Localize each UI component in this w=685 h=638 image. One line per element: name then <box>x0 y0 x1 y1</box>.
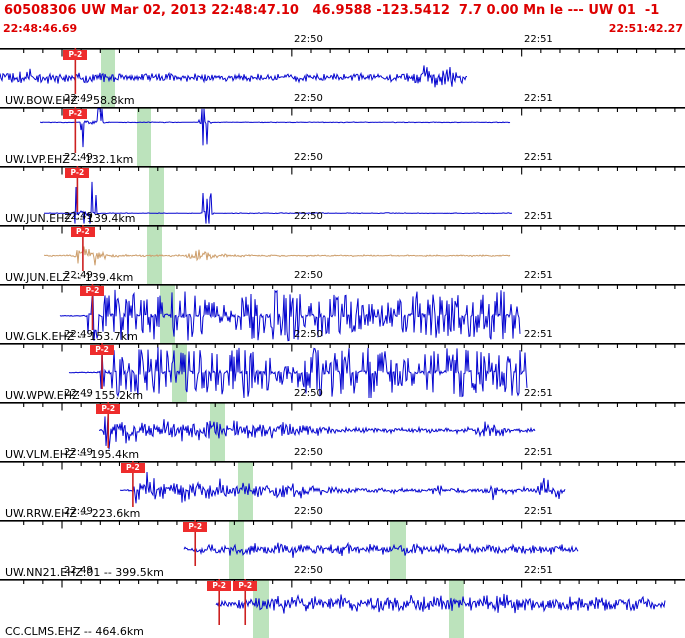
station-label: CC.CLMS.EHZ -- 464.6km <box>5 625 144 638</box>
phase-pick-flag[interactable]: P-2 <box>233 580 258 591</box>
window-start-time: 22:48:46.69 <box>3 22 78 35</box>
phase-pick-flag[interactable]: P-2 <box>65 167 90 178</box>
trace-row[interactable]: P-2 22:49 22:50 22:51 UW.GLK.EHZ -- 153.7k… <box>0 270 685 343</box>
station-label: UW.GLK.EHZ -- 153.7km <box>5 330 138 343</box>
trace-row[interactable]: P-2 22:49 22:50 22:51 UW.WPW.EHZ -- 155.2k… <box>0 329 685 402</box>
window-end-time: 22:51:42.27 <box>608 22 683 35</box>
phase-pick-flag[interactable]: P-2 <box>80 285 105 296</box>
phase-pick-flag[interactable]: P-2 <box>63 108 88 119</box>
trace-row[interactable]: P-2 22:49 22:50 22:51 UW.NN21.EHZ.01 -- 39… <box>0 506 685 579</box>
waveform[interactable] <box>0 402 685 461</box>
time-tick-label: 22:51 <box>523 565 553 576</box>
trace-list: P-2 22:50 22:51 UW.BOW.EHZ -- 58.8km P-2 … <box>0 34 685 638</box>
time-tick-label: 22:49 <box>63 329 93 340</box>
waveform[interactable] <box>0 107 685 166</box>
time-tick-label: 22:51 <box>523 270 553 281</box>
trace-row[interactable]: P-2 P-2 22:49 22:50 22:51 CC.CLMS.EHZ -- 46… <box>0 565 685 638</box>
time-tick-label: 22:51 <box>523 34 553 45</box>
trace-row[interactable]: P-2 22:49 22:50 22:51 UW.RRW.EHZ -- 223.6k… <box>0 447 685 520</box>
time-tick-label: 22:50 <box>294 329 323 340</box>
time-tick-label: 22:51 <box>523 447 553 458</box>
event-title: 60508306 UW Mar 02, 2013 22:48:47.10 46.… <box>4 3 660 18</box>
time-tick-label: 22:49 <box>63 506 93 517</box>
time-tick-label: 22:50 <box>294 270 323 281</box>
waveform[interactable] <box>0 461 685 520</box>
station-label: UW.JUN.EHZ -- 139.4km <box>5 212 136 225</box>
time-tick-label: 22:51 <box>523 211 553 222</box>
waveform[interactable] <box>0 343 685 402</box>
time-tick-label: 22:51 <box>523 329 553 340</box>
time-tick-label: 22:50 <box>294 447 323 458</box>
trace-row[interactable]: P-2 22:49 22:50 22:51 UW.LVP.EHZ -- 132.1k… <box>0 93 685 166</box>
time-tick-label: 22:51 <box>523 93 553 104</box>
phase-pick-flag[interactable]: P-2 <box>183 521 208 532</box>
waveform[interactable] <box>0 520 685 579</box>
waveform[interactable] <box>0 166 685 225</box>
phase-pick-flag[interactable]: P-2 <box>63 49 88 60</box>
time-tick-label: 22:51 <box>523 506 553 517</box>
station-label: UW.BOW.EHZ -- 58.8km <box>5 94 135 107</box>
trace-row[interactable]: P-2 22:49 22:50 22:51 UW.VLM.EHZ -- 195.4k… <box>0 388 685 461</box>
time-tick-label: 22:50 <box>294 565 323 576</box>
s-window-band <box>146 226 162 284</box>
station-label: UW.VLM.EHZ -- 195.4km <box>5 448 140 461</box>
trace-row[interactable]: P-2 22:50 22:51 UW.BOW.EHZ -- 58.8km <box>0 34 685 107</box>
time-tick-label: 22:50 <box>294 93 323 104</box>
phase-pick-flag[interactable]: P-2 <box>90 344 115 355</box>
time-tick-label: 22:50 <box>294 506 323 517</box>
time-tick-label: 22:49 <box>63 93 93 104</box>
band-layer <box>0 166 685 225</box>
station-label: UW.RRW.EHZ -- 223.6km <box>5 507 141 520</box>
station-label: UW.NN21.EHZ.01 -- 399.5km <box>5 566 164 579</box>
time-tick-label: 22:49 <box>63 447 93 458</box>
phase-pick-flag[interactable]: P-2 <box>207 580 232 591</box>
time-tick-label: 22:50 <box>294 211 323 222</box>
station-label: UW.WPW.EHZ -- 155.2km <box>5 389 144 402</box>
time-tick-label: 22:49 <box>63 152 93 163</box>
time-tick-label: 22:51 <box>523 152 553 163</box>
s-window-band <box>448 580 464 638</box>
trace-row[interactable]: P-2 22:49 22:50 22:51 UW.JUN.ELZ -- 139.4k… <box>0 211 685 284</box>
s-window-band <box>238 462 254 520</box>
band-layer <box>0 225 685 284</box>
header: 60508306 UW Mar 02, 2013 22:48:47.10 46.… <box>0 0 685 48</box>
time-tick-label: 22:51 <box>523 388 553 399</box>
time-tick-label: 22:50 <box>294 152 323 163</box>
time-tick-label: 22:50 <box>294 388 323 399</box>
time-window-row: 22:48:46.69 22:51:42.27 <box>0 18 685 35</box>
phase-pick-flag[interactable]: P-2 <box>70 226 95 237</box>
station-label: UW.LVP.EHZ -- 132.1km <box>5 153 134 166</box>
trace-row[interactable]: P-2 22:49 22:50 22:51 UW.JUN.EHZ -- 139.4k… <box>0 152 685 225</box>
phase-pick-flag[interactable]: P-2 <box>120 462 145 473</box>
time-tick-label: 22:49 <box>63 270 93 281</box>
time-tick-label: 22:49 <box>63 211 93 222</box>
s-window-band <box>149 167 164 225</box>
time-tick-label: 22:49 <box>63 388 93 399</box>
waveform[interactable] <box>0 225 685 284</box>
time-tick-label: 22:50 <box>294 34 323 45</box>
time-tick-label: 22:49 <box>63 565 93 576</box>
band-layer <box>0 461 685 520</box>
station-label: UW.JUN.ELZ -- 139.4km <box>5 271 134 284</box>
phase-pick-flag[interactable]: P-2 <box>96 403 121 414</box>
